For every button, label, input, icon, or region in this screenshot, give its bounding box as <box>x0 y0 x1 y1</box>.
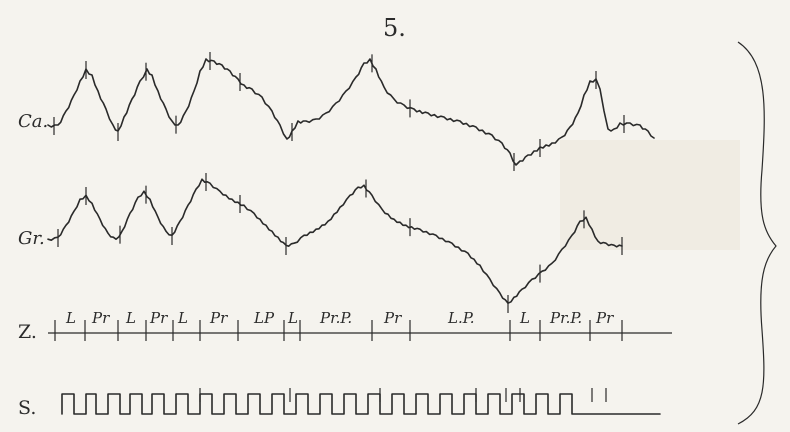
z-segment-label: LP <box>253 309 275 327</box>
z-segment-label: Pr.P. <box>549 309 582 327</box>
z-segment-label: Pr <box>595 309 614 327</box>
ca-tick-marks <box>53 52 625 171</box>
z-segment-label: Pr <box>149 309 168 327</box>
z-segment-label: Pr <box>91 309 110 327</box>
z-segment-labels: L Pr L Pr L Pr LP L Pr.P. Pr L.P. L Pr.P. Pr <box>65 309 614 327</box>
row-label-z: Z. <box>18 321 37 343</box>
paper-shade <box>560 140 740 250</box>
row-label-s: S. <box>18 397 36 419</box>
gr-trace-line <box>47 178 623 304</box>
row-label-ca: Ca. <box>18 111 48 132</box>
z-segment-label: Pr.P. <box>319 309 352 327</box>
z-segment-label: L <box>177 309 188 327</box>
row-label-gr: Gr. <box>18 228 45 249</box>
right-brace <box>737 41 777 425</box>
s-square-wave <box>61 393 661 415</box>
z-ticks <box>54 320 623 341</box>
z-segment-label: L.P. <box>447 309 475 327</box>
z-segment-label: L <box>519 309 530 327</box>
gr-tick-marks <box>57 173 623 313</box>
figure-number: 5. <box>383 14 406 42</box>
z-segment-label: L <box>125 309 136 327</box>
s-tick-marks <box>199 388 607 402</box>
z-segment-label: Pr <box>383 309 402 327</box>
z-segment-label: L <box>287 309 298 327</box>
z-segment-label: L <box>65 309 76 327</box>
z-segment-label: Pr <box>209 309 228 327</box>
